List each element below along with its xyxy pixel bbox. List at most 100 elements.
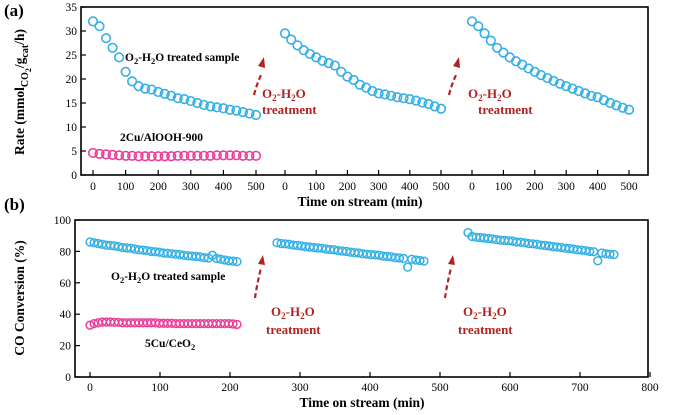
panel-a-treated-label-b: -H [138,52,151,64]
panel-a-series3-point-22 [605,97,616,109]
panel-label-b: (b) [4,195,25,214]
panel-a-ylabel-sub1: CO [20,72,31,87]
panel-a-series1-point-12 [166,151,177,162]
panel-a-series1-point-24 [244,150,255,161]
panel-b-ytick-label-3: 60 [60,278,72,290]
panel-b-ytick-label-2: 40 [60,309,72,321]
panel-b-xtick-label-0: 0 [87,382,93,394]
panel-b-treatment-1-line2: treatment [266,322,321,337]
panel-b-ytick-label-4: 80 [60,246,72,258]
panel-b-t1-h: -H [286,304,300,319]
panel-a-treatment-arrow-1 [447,72,458,96]
panel-a-frame [80,6,649,176]
panel-a-series1-point-3 [107,149,118,160]
panel-a-t1-sub2: 2 [291,93,296,103]
panel-b-series0-point-35 [228,256,238,266]
panel-a-series1-point-6 [127,150,138,161]
panel-b-xtick-label-3: 300 [291,382,309,394]
panel-a-series2-point-0 [279,28,291,39]
panel-b-series2-point-32 [403,262,413,272]
panel-a-series1-point-22 [231,150,242,161]
panel-a-series0-point-14 [179,94,190,105]
panel-a-baseline-label: 2Cu/AlOOH-900 [120,132,203,144]
panel-b-treated-label-a-sub: 2 [120,275,124,285]
panel-b-series2-point-35 [415,255,425,266]
panel-a-series1-point-23 [237,150,249,161]
panel-a-seg1-xtick-label-5: 500 [432,181,450,193]
panel-b-ytick-label-0: 0 [65,372,71,384]
panel-a-ytick-label-7: 35 [66,2,78,14]
panel-b-treated-label: O2-H2O treated sample [111,271,225,285]
panel-b-baseline-label-a: 5Cu/CeO [145,338,191,350]
panel-a-series1-point-4 [113,150,125,161]
panel-a-series2-point-17 [385,90,397,101]
panel-b-treated-label-b-sub: 2 [137,275,141,285]
panel-b-series3-point-32 [593,256,603,266]
panel-b-treatment-2-line2: treatment [458,322,513,337]
panel-a-seg1-xtick-label-2: 200 [339,181,357,193]
panel-a-seg2-xtick-label-2: 200 [526,181,544,193]
panel-a-t2-h: -H [483,86,497,101]
panel-a-series3-point-23 [611,100,622,111]
panel-a-series1-point-2 [100,149,112,160]
panel-a-series1-point-14 [179,150,190,161]
panel-a-series2-point-12 [354,79,365,90]
panel-b-series2-point-36 [419,256,429,266]
panel-a-series2-point-15 [373,88,384,99]
panel-a-series1-point-16 [192,150,203,161]
panel-a-ytick-label-0: 0 [71,170,77,182]
panel-a-t1-sub1: 2 [272,93,277,103]
panel-a-series0-point-16 [192,97,203,109]
panel-a-ylabel-sub2: cat [20,44,31,57]
panel-a-seg0-xtick-label-1: 100 [117,181,135,193]
panel-a-t1-h: -H [277,86,291,101]
panel-b-t2-sub2: 2 [492,311,497,321]
panel-b-xtick-label-6: 600 [501,382,519,394]
panel-a-series0-point-20 [218,103,229,114]
panel-a-series0-point-21 [224,104,236,115]
panel-b-treated-label-c: O treated sample [141,271,225,283]
panel-a-series3-point-21 [598,95,609,106]
panel-b-xtick-label-1: 100 [151,382,169,394]
panel-a-ylabel-end: /h) [12,29,27,46]
panel-a-seg2-xtick-label-0: 0 [469,181,475,193]
panel-b-xtick-label-4: 400 [361,382,379,394]
panel-b-xtick-label-8: 800 [641,382,659,394]
panel-a-series1-point-25 [250,150,262,161]
panel-a-series0-point-22 [231,105,242,116]
panel-a-series1-point-15 [185,150,196,161]
panel-a-series3-point-20 [592,92,603,103]
panel-b-treated-label-b: -H [124,271,137,283]
panel-a-series0-point-6 [127,76,138,87]
panel-a-series2-point-8 [329,60,341,71]
panel-a-treatment-arrowhead-0 [258,57,265,68]
panel-a-seg1-xtick-label-4: 400 [401,181,419,193]
panel-a-series3-point-25 [623,104,635,115]
panel-a-series3-point-11 [535,70,547,81]
panel-a-series2-point-25 [435,103,447,114]
panel-b-t1-sub2: 2 [300,311,305,321]
panel-a-seg0-xtick-label-4: 400 [215,181,233,193]
panel-b-treatment-arrow-1 [443,267,453,299]
panel-a-treated-label-c: O treated sample [155,52,239,64]
panel-b-series1-point-0 [85,320,95,330]
panel-a-series0-point-17 [198,99,209,111]
panel-a-treatment-arrowhead-1 [453,57,460,68]
panel-a-seg0-xtick-label-5: 500 [247,181,265,193]
panel-b-t1-o: O [271,304,281,319]
panel-a-series0-point-19 [211,102,222,113]
panel-a-series3-point-4 [492,42,503,53]
panel-a-seg2-xtick-label-5: 500 [620,181,638,193]
panel-a-series3-point-16 [567,83,578,94]
panel-a-t1-o2: O [296,86,306,101]
panel-a-series2-point-2 [292,40,303,51]
panel-a-series2-point-18 [392,92,403,103]
panel-a-treatment-1-line1: O2-H2O [262,86,306,103]
panel-a-ylabel-mid: /g [12,57,27,69]
panel-a-series1-point-5 [120,150,131,161]
panel-b-t2-sub1: 2 [473,311,478,321]
panel-a-xlabel: Time on stream (min) [297,194,422,209]
panel-a-series2-point-14 [367,85,378,97]
